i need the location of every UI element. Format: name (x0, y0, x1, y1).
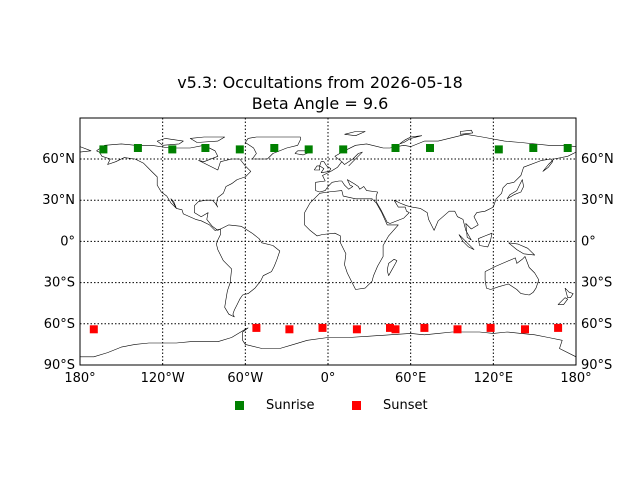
coastline (341, 151, 363, 167)
sunset-marker (453, 325, 462, 334)
occultation-points (89, 144, 572, 334)
coastline (156, 138, 184, 146)
coastline (484, 256, 540, 296)
sunset-marker (252, 323, 261, 332)
coastline (216, 224, 281, 318)
coastline (557, 297, 568, 305)
sunset-marker (486, 323, 495, 332)
coastline (508, 242, 535, 256)
chart-legend: Sunrise Sunset (0, 398, 640, 420)
x-tick-label: 120°E (474, 371, 514, 386)
legend-label-sunrise: Sunrise (266, 398, 315, 413)
coastline (386, 259, 398, 276)
y-tick-label-left: 0° (60, 234, 75, 249)
legend-item-sunrise: Sunrise (235, 398, 314, 413)
sunrise-marker (391, 144, 400, 152)
coastline (315, 134, 577, 191)
map-grid (80, 118, 576, 365)
world-coastlines (79, 129, 577, 358)
x-tick-label: 60°W (227, 371, 263, 386)
sunrise-marker (494, 145, 503, 154)
sunset-marker (352, 325, 361, 334)
sunset-marker (420, 323, 429, 332)
y-tick-label-right: 60°N (581, 152, 614, 167)
sunrise-marker (426, 144, 434, 152)
x-tick-label: 180° (64, 371, 95, 386)
sunset-marker (521, 325, 529, 334)
y-tick-label-right: 30°S (581, 276, 612, 291)
coastline (245, 136, 301, 160)
x-tick-label: 120°W (141, 371, 185, 386)
coastline (319, 161, 332, 173)
y-tick-label-left: 60°S (44, 317, 75, 332)
coastline (304, 190, 399, 290)
coastline (79, 146, 92, 153)
map-frame (79, 117, 577, 366)
coastline (399, 135, 422, 145)
coastline (313, 165, 320, 171)
sunrise-marker (563, 144, 572, 152)
chart-title: v5.3: Occultations from 2026-05-18 (177, 73, 463, 92)
legend-item-sunset: Sunset (352, 398, 428, 413)
coastline (315, 151, 577, 241)
coastline (189, 136, 225, 143)
sunrise-marker (304, 145, 313, 154)
sunset-marker (554, 323, 563, 332)
y-tick-label-left: 30°N (42, 193, 75, 208)
map-tick-labels: 60°N 60°N 30°N 30°N 0° 0° 30°S 30°S 60°S 60°S 90°S… (42, 152, 614, 386)
x-tick-label: 0° (321, 371, 336, 386)
sunset-marker (386, 323, 394, 332)
sunrise-marker (168, 145, 177, 154)
sunset-marker (89, 325, 98, 334)
sunset-marker (285, 325, 294, 334)
x-tick-label: 180° (560, 371, 591, 386)
sunrise-marker (529, 144, 538, 152)
y-tick-label-left: 90°S (44, 358, 75, 373)
y-tick-label-right: 90°S (581, 358, 612, 373)
legend-label-sunset: Sunset (383, 398, 428, 413)
coastline (506, 179, 524, 200)
coastline (477, 232, 493, 248)
sunset-marker (318, 323, 327, 332)
coastline (80, 327, 577, 358)
coastline (564, 287, 574, 298)
sunrise-marker (235, 145, 244, 154)
sunset-marker (391, 325, 400, 334)
x-tick-label: 60°E (395, 371, 426, 386)
sunrise-marker (201, 144, 210, 152)
coastline (344, 131, 366, 136)
y-tick-label-right: 0° (581, 234, 596, 249)
sunrise-marker (99, 145, 108, 154)
chart-subtitle: Beta Angle = 9.6 (251, 94, 389, 113)
sunrise-marker (133, 144, 142, 152)
y-tick-label-right: 60°S (581, 317, 612, 332)
y-tick-label-right: 30°N (581, 193, 614, 208)
legend-marker-sunset (352, 401, 361, 410)
y-tick-label-left: 60°N (42, 152, 75, 167)
coastline (96, 143, 252, 231)
legend-marker-sunrise (235, 401, 244, 410)
sunrise-marker (270, 144, 279, 152)
sunrise-marker (339, 145, 348, 154)
y-tick-label-left: 30°S (44, 276, 75, 291)
coastline (460, 129, 473, 135)
coastline (458, 234, 475, 250)
